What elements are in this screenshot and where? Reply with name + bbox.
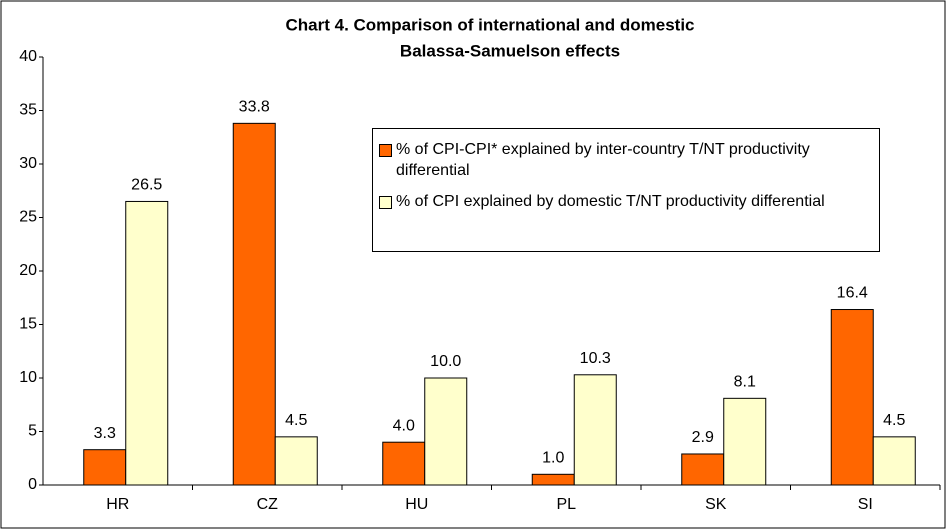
value-label: 2.9 xyxy=(692,429,714,446)
legend-swatch xyxy=(379,144,392,157)
bar xyxy=(83,449,127,486)
bar xyxy=(872,436,916,486)
bar xyxy=(723,397,767,486)
value-label: 1.0 xyxy=(542,450,564,467)
value-label: 33.8 xyxy=(239,99,270,116)
y-tick-label: 25 xyxy=(19,209,37,226)
bar xyxy=(274,436,318,486)
value-label: 10.3 xyxy=(580,350,611,367)
y-tick-label: 30 xyxy=(19,155,37,172)
x-tick-label: SK xyxy=(705,496,727,513)
bar xyxy=(232,122,276,486)
value-label: 4.5 xyxy=(285,412,307,429)
value-label: 3.3 xyxy=(94,425,116,442)
legend-label: % of CPI-CPI* explained by inter-country… xyxy=(396,141,810,179)
bar xyxy=(424,377,468,486)
value-label: 10.0 xyxy=(430,353,461,370)
chart-title: Chart 4. Comparison of international and… xyxy=(286,15,695,34)
bar xyxy=(681,453,725,486)
bar xyxy=(573,374,617,486)
legend-label: % of CPI explained by domestic T/NT prod… xyxy=(396,193,825,210)
y-tick-label: 5 xyxy=(28,423,37,440)
x-tick-label: PL xyxy=(556,496,576,513)
y-tick-label: 10 xyxy=(19,369,37,386)
x-tick-label: HR xyxy=(106,496,129,513)
value-label: 26.5 xyxy=(131,177,162,194)
bar xyxy=(125,200,169,486)
y-tick-label: 40 xyxy=(19,48,37,65)
x-tick-label: SI xyxy=(858,496,873,513)
legend-item: % of CPI-CPI* explained by inter-country… xyxy=(379,139,873,181)
bar xyxy=(382,441,426,486)
value-label: 4.0 xyxy=(393,417,415,434)
legend: % of CPI-CPI* explained by inter-country… xyxy=(372,128,880,252)
bar xyxy=(531,473,575,486)
x-tick-label: CZ xyxy=(257,496,279,513)
legend-swatch xyxy=(379,196,392,209)
value-label: 16.4 xyxy=(837,285,868,302)
bar xyxy=(830,309,874,486)
y-tick-label: 15 xyxy=(19,316,37,333)
y-tick-label: 0 xyxy=(28,476,37,493)
chart-title: Balassa-Samuelson effects xyxy=(400,41,620,60)
legend-item: % of CPI explained by domestic T/NT prod… xyxy=(379,191,873,212)
y-tick-label: 20 xyxy=(19,262,37,279)
x-tick-label: HU xyxy=(405,496,428,513)
y-tick-label: 35 xyxy=(19,102,37,119)
value-label: 4.5 xyxy=(883,412,905,429)
value-label: 8.1 xyxy=(734,374,756,391)
